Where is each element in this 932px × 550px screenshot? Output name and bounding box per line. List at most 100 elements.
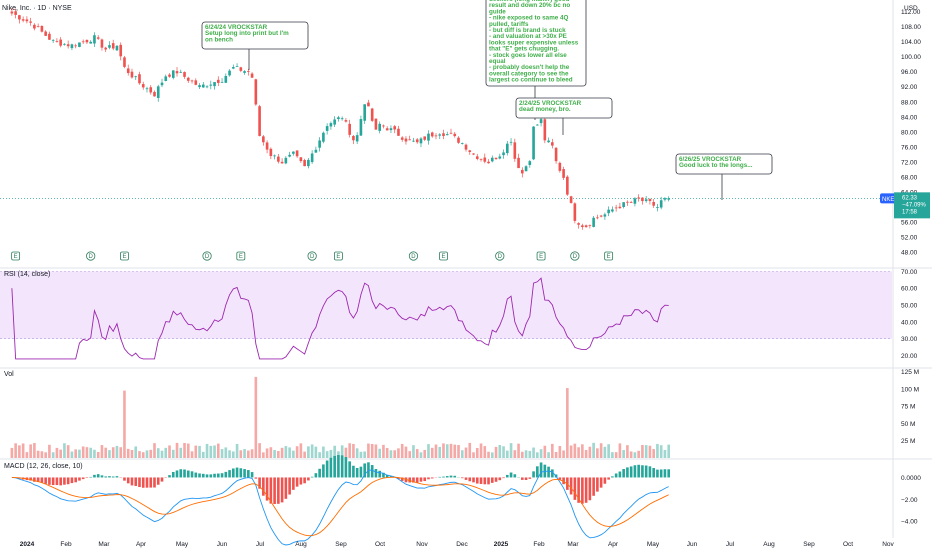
macd-hist-bar [475, 477, 479, 484]
macd-hist-bar [637, 464, 640, 478]
dividend-event-icon[interactable]: D [202, 251, 212, 261]
price-axis[interactable]: 112.00 108.00 104.00 100.00 96.00 92.00 88.00 8… [901, 9, 921, 257]
candle-body [663, 198, 667, 200]
earnings-event-icon[interactable]: E [536, 251, 546, 261]
candle-body [254, 79, 258, 105]
candle-body [119, 44, 123, 57]
candle-body [108, 45, 111, 48]
macd-hist-bar [288, 477, 291, 495]
volume-bar [596, 448, 599, 458]
volume-bar [363, 451, 366, 458]
dividend-event-icon[interactable]: D [408, 251, 419, 261]
candle-body [374, 118, 378, 130]
macd-hist-bar [430, 477, 434, 479]
annotation-line: - stock goes lower all else [489, 52, 567, 59]
macd-hist-bar [558, 477, 562, 480]
macd-hist-bar [415, 477, 419, 483]
rsi-tick-label: 20.00 [901, 353, 918, 360]
candle-body [201, 84, 205, 88]
volume-bar [562, 450, 565, 458]
time-tick-label: Sep [335, 541, 347, 548]
volume-bar [288, 447, 291, 458]
symbol-title: Nike, Inc. · 1D · NYSE [2, 5, 72, 12]
candle-body [295, 150, 299, 157]
event-label: D [411, 254, 416, 260]
volume-bar [85, 447, 89, 458]
macd-hist-bar [667, 469, 670, 478]
price-tick-label: 92.00 [901, 84, 918, 91]
volume-bar [198, 445, 201, 458]
annotation-line: that "E" gets chugging. [489, 46, 559, 53]
annotation-line: - probably doesn't help the [489, 64, 570, 71]
candle-body [325, 126, 329, 131]
macd-hist-bar [156, 477, 160, 485]
candle-body [224, 75, 228, 83]
annotation-line: dead money, bro. [519, 106, 571, 113]
annotation-line: guide [489, 8, 506, 15]
earnings-event-icon[interactable]: E [439, 251, 448, 261]
rsi-tick-label: 70.00 [901, 269, 918, 276]
earnings-event-icon[interactable]: E [11, 251, 21, 261]
volume-bar [348, 443, 351, 458]
candle-body [370, 108, 374, 121]
dividend-event-icon[interactable]: D [86, 251, 96, 261]
earnings-event-icon[interactable]: E [236, 251, 246, 261]
dividend-event-icon[interactable]: D [495, 251, 505, 261]
candle-body [205, 86, 209, 88]
dividend-event-icon[interactable]: D [570, 251, 580, 261]
macd-hist-bar [449, 475, 453, 478]
candle-body [179, 71, 183, 73]
macd-hist-bar [63, 477, 66, 485]
candle-body [85, 39, 89, 43]
volume-bar [164, 447, 168, 458]
candle-body [607, 209, 610, 214]
annotation-callout[interactable]: deckers (long maker) goodresult and down… [485, 0, 587, 120]
volume-bar [138, 451, 141, 458]
annotation-line: largest co continue to bleed [489, 77, 573, 84]
candle-body [648, 198, 652, 202]
volume-bar [247, 450, 250, 458]
volume-bar [667, 444, 670, 458]
volume-bar [577, 447, 580, 458]
candle-body [216, 79, 220, 83]
volume-bar [479, 443, 483, 458]
volume-bar [254, 376, 258, 458]
candle-body [569, 196, 573, 203]
volume-bar [81, 446, 85, 458]
dividend-event-icon[interactable]: D [307, 251, 317, 261]
annotation-line: deckers (long maker) good [489, 0, 570, 3]
macd-hist-bar [269, 477, 273, 504]
volume-bar [430, 447, 434, 458]
earnings-event-icon[interactable]: E [604, 251, 614, 261]
volume-bar [209, 445, 213, 458]
price-tick-label: 104.00 [901, 39, 921, 46]
volume-bar [243, 449, 246, 458]
candle-body [100, 39, 104, 48]
volume-bar [412, 445, 415, 458]
earnings-event-icon[interactable]: E [334, 251, 343, 261]
earnings-event-icon[interactable]: E [120, 251, 129, 261]
time-tick-label: Aug [763, 541, 775, 548]
last-price-value: 62.33 [902, 195, 918, 201]
candle-body [449, 132, 453, 134]
price-tick-label: 112.00 [901, 9, 921, 16]
candle-body [314, 149, 318, 153]
volume-bar [134, 446, 138, 458]
macd-hist-bar [626, 467, 629, 478]
candle-body [288, 154, 291, 157]
candle-body [423, 136, 427, 140]
volume-bar [415, 449, 419, 458]
macd-hist-bar [547, 466, 550, 478]
volume-tick-label: 50 M [901, 421, 915, 428]
candle-body [536, 124, 539, 126]
time-axis[interactable]: 2024 Feb Mar Apr May Jun Jul Aug Sep Oct Nov Dec 202… [20, 541, 895, 548]
candle-body [490, 157, 494, 162]
macd-hist-bar [581, 477, 584, 504]
volume-bar [36, 450, 40, 458]
macd-hist-bar [190, 471, 194, 478]
macd-hist-bar [59, 477, 62, 486]
